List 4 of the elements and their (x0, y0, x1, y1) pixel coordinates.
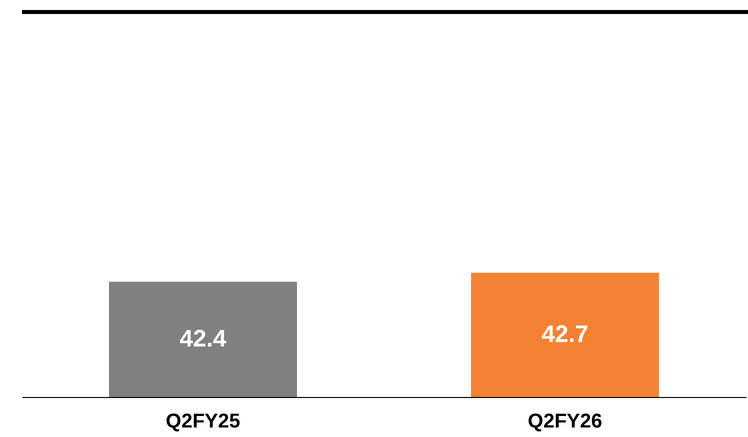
x-tick-label: Q2FY26 (528, 410, 602, 432)
data-label: 42.7 (542, 320, 588, 348)
x-tick-label: Q2FY25 (166, 410, 240, 432)
data-label: 42.4 (180, 325, 228, 352)
